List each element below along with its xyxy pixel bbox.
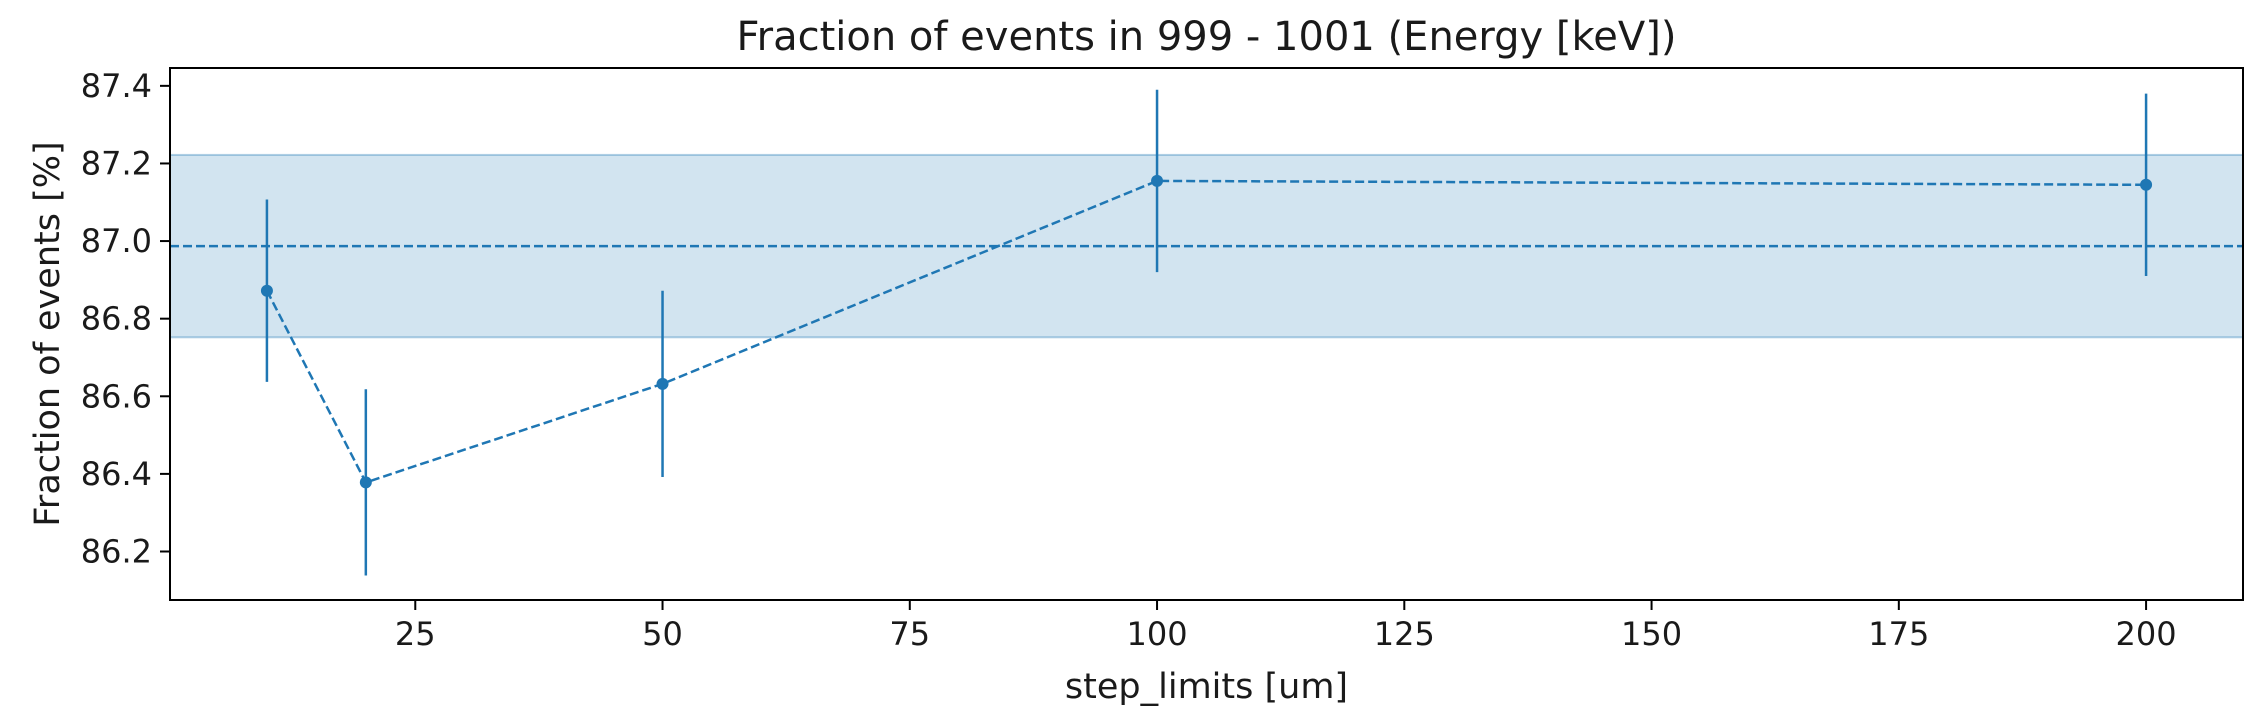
x-axis-label: step_limits [um] [1065, 667, 1348, 707]
y-tick-label: 87.2 [81, 144, 152, 182]
axes-frame [169, 67, 2244, 601]
x-tick-label: 200 [2116, 615, 2177, 653]
y-tick-label: 87.4 [81, 67, 152, 105]
x-tick-label: 75 [889, 615, 930, 653]
y-tick-label: 86.6 [81, 377, 152, 415]
y-tick-label: 86.8 [81, 300, 152, 338]
chart-title: Fraction of events in 999 - 1001 (Energy… [737, 14, 1677, 60]
x-tick-label: 25 [395, 615, 436, 653]
y-tick-label: 86.4 [81, 455, 152, 493]
y-tick-label: 86.2 [81, 532, 152, 570]
y-tick-label: 87.0 [81, 222, 152, 260]
x-tick-label: 100 [1127, 615, 1188, 653]
x-tick-label: 150 [1621, 615, 1682, 653]
data-point [2140, 178, 2153, 191]
data-point [1151, 174, 1164, 187]
data-point [656, 377, 669, 390]
data-point [359, 476, 372, 489]
data-point [260, 284, 273, 297]
y-axis-label: Fraction of events [%] [28, 141, 68, 526]
x-tick-label: 175 [1868, 615, 1929, 653]
x-tick-label: 125 [1374, 615, 1435, 653]
x-tick-label: 50 [642, 615, 683, 653]
